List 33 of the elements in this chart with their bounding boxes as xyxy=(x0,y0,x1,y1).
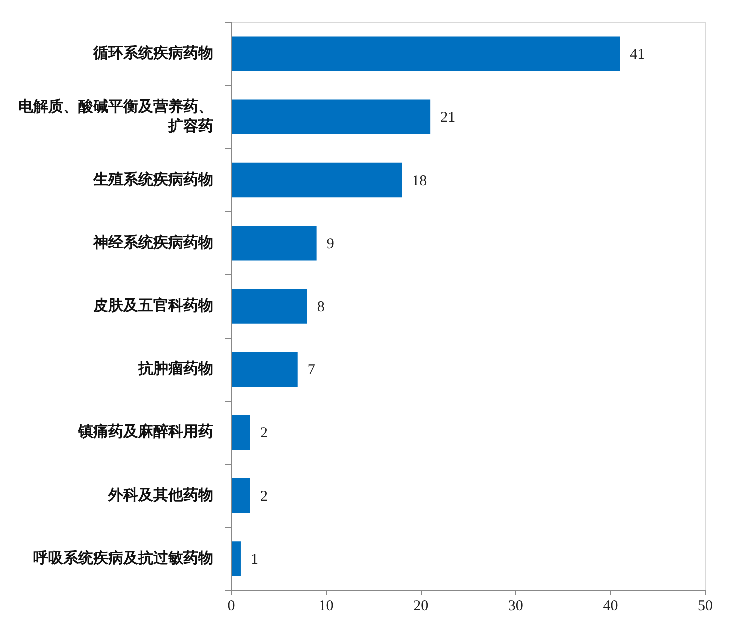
x-tick-label: 40 xyxy=(603,598,618,614)
y-tick-label: 生殖系统疾病药物 xyxy=(92,171,214,188)
data-label: 8 xyxy=(317,300,325,316)
bar xyxy=(232,100,431,135)
data-label: 9 xyxy=(326,236,334,252)
bar xyxy=(232,542,241,576)
data-label: 21 xyxy=(440,110,456,126)
bar xyxy=(232,478,250,514)
y-tick-label: 神经系统疾病药物 xyxy=(92,234,214,252)
bar xyxy=(232,36,620,72)
x-tick-label: 50 xyxy=(698,598,713,614)
data-label: 2 xyxy=(260,426,268,442)
x-tick-label: 20 xyxy=(414,598,429,614)
data-label: 18 xyxy=(412,173,428,190)
bar xyxy=(232,289,308,324)
bar xyxy=(232,226,317,261)
x-tick-label: 0 xyxy=(228,598,236,614)
y-tick-label: 电解质、酸碱平衡及营养药、扩容药 xyxy=(18,98,214,135)
data-label: 7 xyxy=(308,362,316,379)
y-tick-label: 镇痛药及麻醉科用药 xyxy=(78,422,214,441)
x-tick-label: 10 xyxy=(318,598,334,614)
bar xyxy=(232,415,250,450)
bar xyxy=(232,162,402,198)
bar xyxy=(232,352,298,387)
y-tick-label: 循环系统疾病药物 xyxy=(92,45,214,62)
data-label: 2 xyxy=(260,488,268,505)
y-tick-label: 皮肤及五官科药物 xyxy=(92,296,214,314)
y-tick-label: 呼吸系统疾病及抗过敏药物 xyxy=(34,550,214,567)
y-tick-label: 外科及其他药物 xyxy=(108,486,214,504)
data-label: 41 xyxy=(630,47,646,64)
x-tick-label: 30 xyxy=(508,598,524,614)
data-label: 1 xyxy=(250,552,258,568)
y-tick-label: 抗肿瘤药物 xyxy=(138,360,214,378)
